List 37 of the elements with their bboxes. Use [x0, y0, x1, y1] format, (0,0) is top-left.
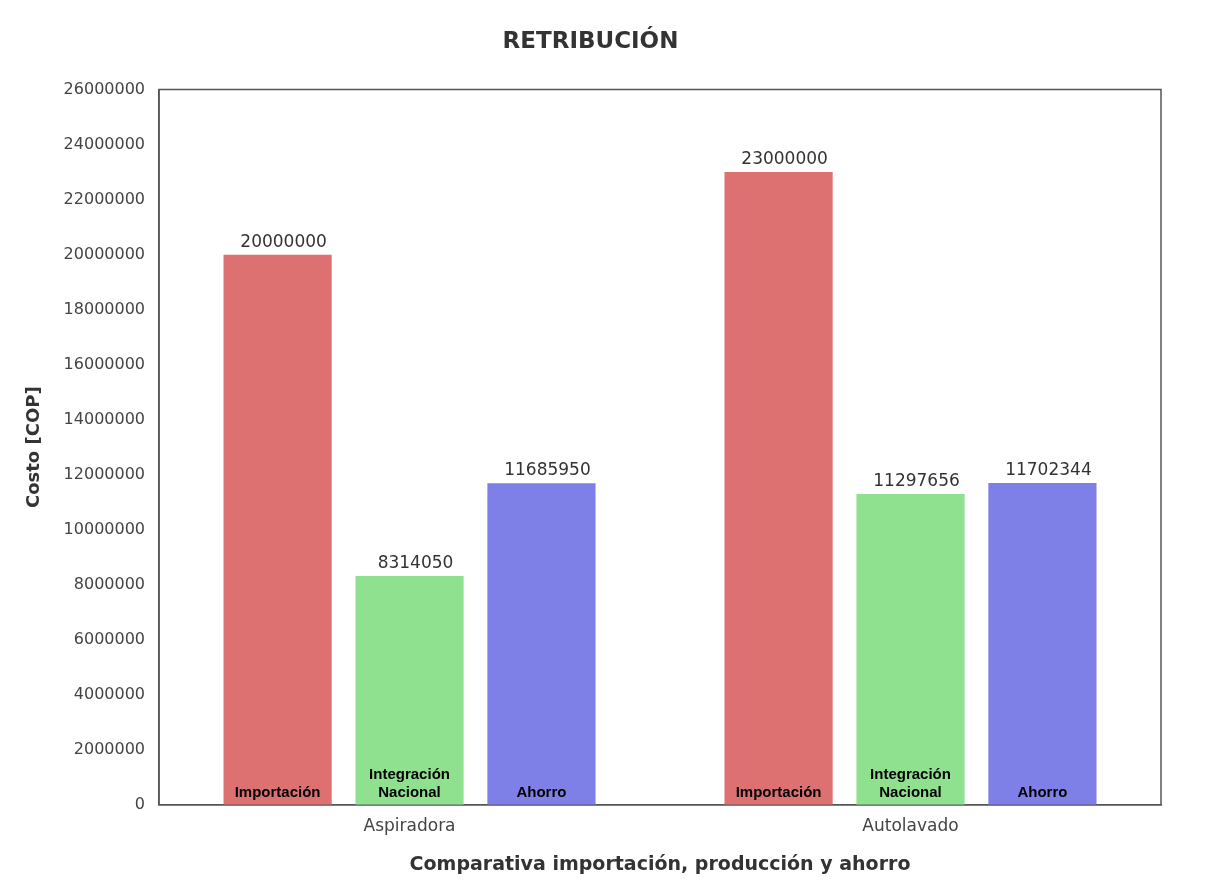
y-tick-label: 22000000 — [63, 188, 146, 208]
y-tick-label: 12000000 — [63, 463, 146, 483]
data-label: 11297656 — [873, 469, 960, 490]
data-label: 11702344 — [1005, 458, 1092, 479]
bar — [856, 494, 965, 805]
y-tick-label: 8000000 — [73, 573, 146, 593]
data-label: 20000000 — [240, 230, 327, 251]
bar — [988, 482, 1097, 805]
series-label: Ahorro — [516, 782, 567, 800]
series-label: Integración Nacional — [369, 764, 450, 800]
text: Integración Nacional — [870, 764, 951, 800]
y-axis-title: Costo [COP] — [22, 386, 44, 509]
y-tick-label: 6000000 — [73, 628, 146, 648]
y-tick-label: 14000000 — [63, 408, 146, 428]
y-tick-label: 0 — [134, 793, 146, 813]
x-tick-label: Aspiradora — [363, 815, 456, 836]
text: Importación — [735, 782, 822, 800]
y-tick-label: 18000000 — [63, 298, 146, 318]
data-label: 11685950 — [504, 459, 591, 480]
series-label: Importación — [234, 782, 321, 800]
y-tick-label: 16000000 — [63, 353, 146, 373]
y-tick-label: 24000000 — [63, 133, 146, 153]
text: Ahorro — [1017, 782, 1068, 800]
chart-title: RETRIBUCIÓN — [502, 25, 679, 53]
y-tick-label: 4000000 — [73, 683, 146, 703]
y-tick-label: 26000000 — [63, 78, 146, 98]
y-tick-label: 2000000 — [73, 738, 146, 758]
bar — [355, 576, 464, 805]
data-label: 23000000 — [741, 148, 828, 169]
y-tick-label: 10000000 — [63, 518, 146, 538]
bar — [487, 483, 596, 805]
bar — [724, 172, 833, 805]
bar — [223, 254, 332, 805]
x-axis-title: Comparativa importación, producción y ahorro — [409, 851, 911, 874]
y-tick-label: 20000000 — [63, 243, 146, 263]
x-tick-label: Autolavado — [862, 815, 959, 836]
data-label: 8314050 — [377, 552, 454, 573]
